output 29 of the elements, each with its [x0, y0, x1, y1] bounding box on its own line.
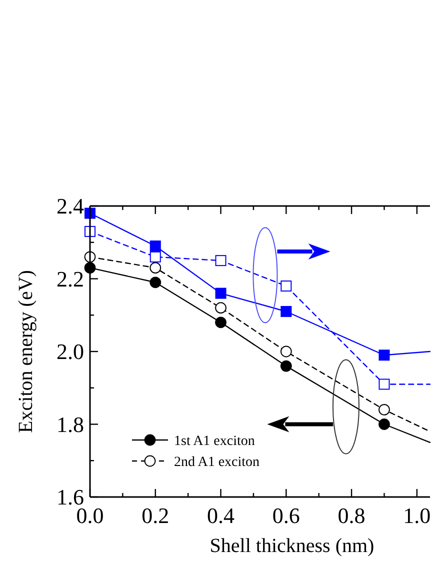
point — [215, 255, 226, 266]
point — [150, 276, 162, 288]
point — [215, 316, 226, 328]
x-tick-label: 0.2 — [142, 503, 170, 528]
legend-label: 2nd A1 exciton — [174, 454, 260, 470]
y-axis-title: Exciton energy (eV) — [15, 270, 37, 433]
point — [378, 418, 390, 430]
point — [378, 404, 390, 416]
point — [280, 306, 292, 317]
point — [150, 262, 162, 274]
point — [280, 280, 292, 292]
x-axis-title: Shell thickness (nm) — [210, 535, 374, 557]
y-tick-label: 2.0 — [56, 339, 84, 364]
point — [378, 378, 390, 390]
legend-label: 1st A1 exciton — [174, 434, 255, 449]
point — [215, 302, 226, 314]
x-tick-label: 0.4 — [207, 503, 235, 528]
y-tick-label: 1.8 — [56, 412, 84, 437]
point — [150, 240, 161, 252]
point — [280, 360, 292, 372]
point — [378, 350, 390, 361]
x-tick-label: 1.0 — [403, 503, 431, 528]
y-tick-label: 2.4 — [56, 194, 84, 219]
x-tick-label: 0.6 — [272, 503, 300, 528]
point — [215, 288, 226, 299]
point — [150, 251, 161, 262]
x-tick-label: 0.8 — [338, 503, 366, 528]
point — [280, 346, 292, 358]
y-tick-label: 2.2 — [56, 266, 84, 292]
